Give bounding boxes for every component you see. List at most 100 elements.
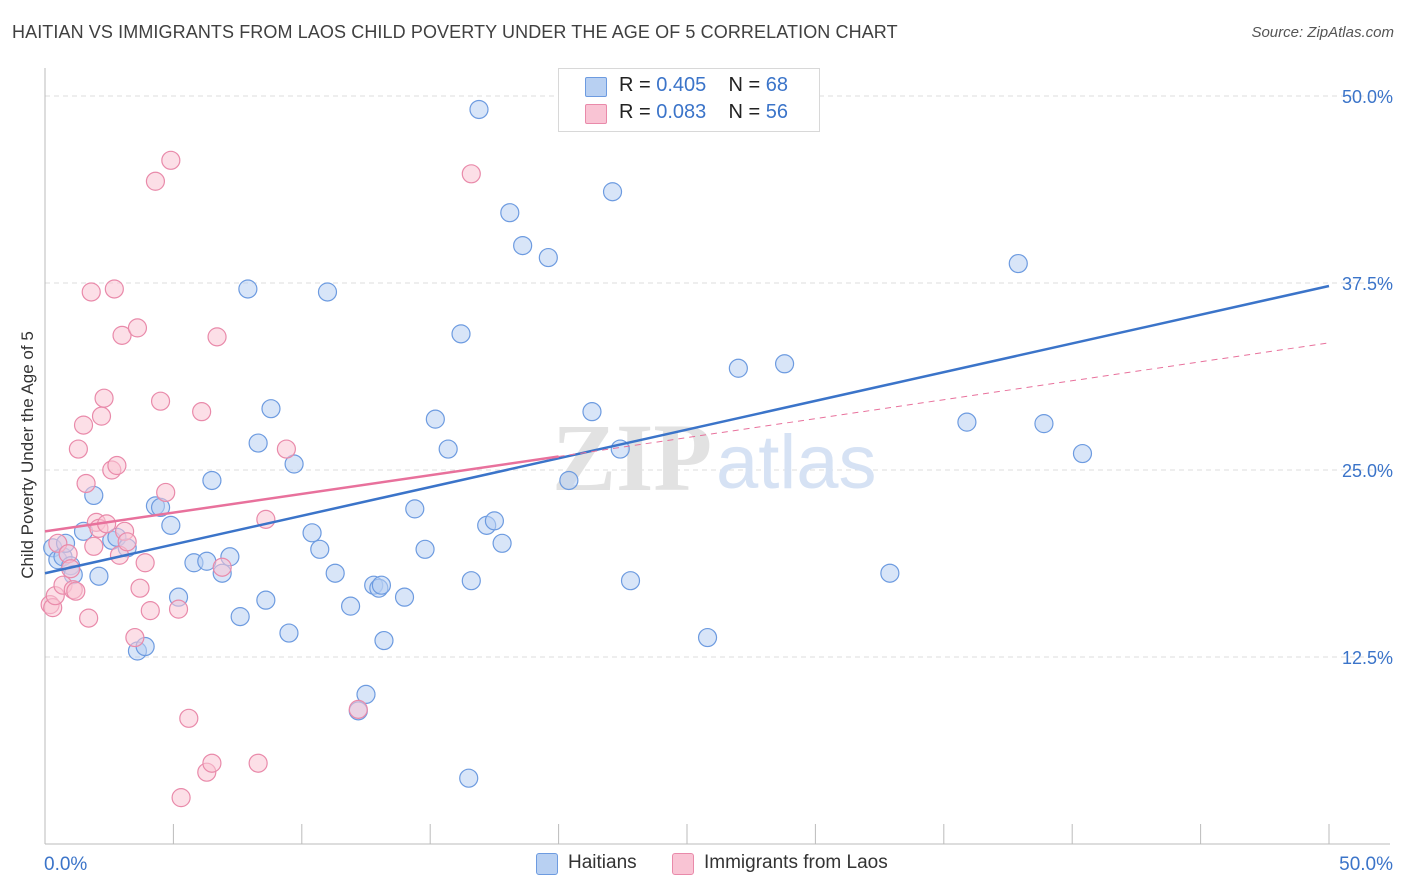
n-label: N =	[728, 74, 761, 96]
y-tick-label: 12.5%	[1342, 648, 1393, 668]
data-point	[117, 532, 137, 552]
data-point	[425, 409, 445, 429]
data-point	[66, 581, 86, 601]
r-value-laos: 0.083	[656, 101, 707, 123]
data-point	[317, 282, 338, 302]
data-point	[492, 533, 512, 553]
data-point	[284, 454, 304, 474]
data-point	[348, 699, 368, 719]
data-point	[279, 623, 299, 643]
data-point	[394, 587, 415, 607]
laos-swatch	[585, 104, 607, 124]
data-point	[256, 590, 276, 610]
data-point	[68, 439, 88, 459]
laos-trend-line	[44, 455, 559, 533]
data-point	[107, 455, 127, 476]
data-point	[207, 327, 227, 347]
data-point	[156, 482, 176, 503]
data-point	[125, 627, 145, 648]
correlation-legend: R = 0.405 N = 68 R = 0.083 N = 56	[558, 68, 820, 132]
data-point	[130, 578, 150, 598]
data-point	[140, 601, 160, 621]
data-point	[697, 627, 718, 648]
r-value-haitians: 0.405	[656, 74, 707, 96]
data-point	[1072, 443, 1093, 464]
data-point	[276, 439, 296, 459]
data-point	[81, 282, 101, 302]
haitians-legend-swatch	[536, 853, 558, 875]
data-point	[79, 608, 99, 628]
data-point	[371, 575, 392, 595]
data-point	[161, 515, 181, 535]
data-point	[957, 412, 977, 432]
data-point	[261, 399, 281, 419]
data-point	[238, 279, 258, 299]
data-point	[374, 630, 394, 651]
r-label: R =	[619, 74, 651, 96]
data-point	[212, 557, 232, 577]
data-point	[192, 402, 212, 422]
r-label: R =	[619, 101, 651, 123]
n-value-laos: 56	[765, 101, 789, 123]
data-point	[76, 473, 96, 494]
data-point	[340, 596, 361, 616]
n-value-haitians: 68	[765, 74, 789, 96]
n-label: N =	[728, 101, 761, 123]
data-point	[127, 318, 148, 338]
data-point	[774, 354, 795, 374]
data-point	[582, 402, 602, 422]
data-point	[94, 388, 114, 408]
data-point	[248, 753, 268, 773]
x-tick-label: 50.0%	[1339, 854, 1393, 875]
haitians-legend-label: Haitians	[568, 852, 637, 873]
data-point	[325, 563, 345, 583]
data-point	[248, 433, 268, 453]
watermark-zip: ZIP	[552, 404, 712, 511]
data-point	[84, 536, 104, 556]
data-point	[451, 324, 471, 344]
laos-legend-label: Immigrants from Laos	[704, 852, 888, 873]
data-point	[461, 164, 481, 184]
y-tick-label: 37.5%	[1342, 274, 1393, 294]
data-point	[171, 788, 191, 808]
data-point	[145, 171, 166, 191]
data-point	[484, 511, 504, 531]
data-point	[150, 391, 171, 411]
laos-points	[40, 150, 481, 808]
data-point	[438, 439, 458, 459]
data-point	[513, 236, 533, 256]
data-point	[415, 539, 435, 559]
data-point	[559, 470, 579, 491]
data-point	[356, 684, 376, 705]
data-point	[538, 247, 558, 268]
data-point	[469, 99, 489, 120]
data-point	[728, 358, 748, 378]
data-point	[500, 203, 520, 223]
data-point	[459, 768, 479, 788]
data-point	[310, 539, 330, 559]
data-point	[1034, 414, 1054, 434]
x-tick-label: 0.0%	[44, 854, 87, 875]
y-tick-label: 25.0%	[1342, 461, 1393, 481]
data-point	[179, 708, 199, 728]
data-point	[620, 571, 641, 591]
data-point	[73, 415, 94, 435]
laos-trend-extension	[558, 342, 1330, 458]
data-point	[302, 523, 322, 543]
data-point	[135, 553, 155, 573]
data-point	[104, 279, 124, 299]
data-point	[91, 406, 112, 426]
data-point	[202, 753, 222, 773]
data-point	[880, 563, 900, 583]
data-point	[89, 566, 109, 586]
data-point	[230, 607, 250, 627]
data-point	[461, 571, 481, 591]
data-point	[112, 325, 132, 345]
y-tick-label: 50.0%	[1342, 87, 1393, 107]
data-point	[161, 150, 181, 170]
laos-legend-swatch	[672, 853, 694, 875]
y-axis-label: Child Poverty Under the Age of 5	[18, 331, 37, 579]
haitians-swatch	[585, 77, 607, 97]
data-point	[168, 599, 189, 619]
